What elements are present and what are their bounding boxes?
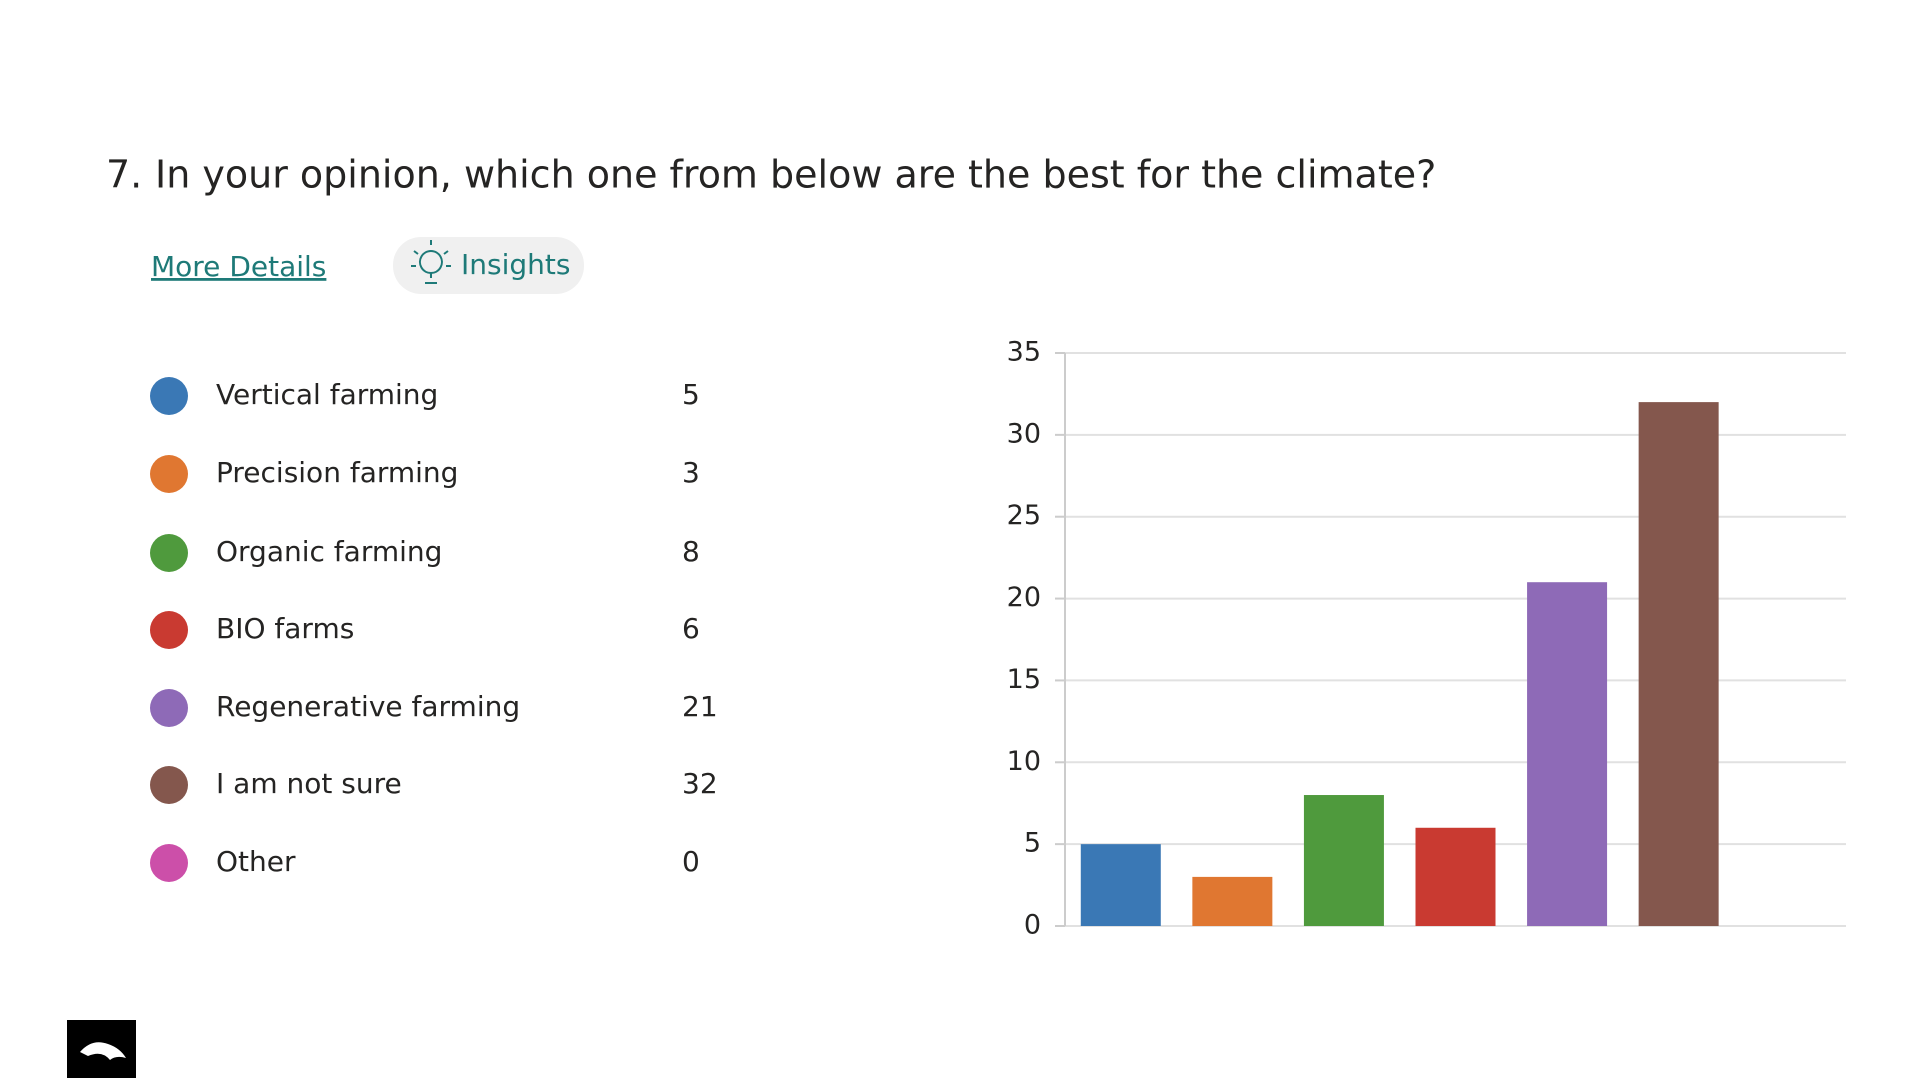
bar	[1080, 844, 1161, 926]
question-number: 7.	[106, 153, 142, 197]
insights-label[interactable]: Insights	[461, 248, 570, 281]
y-tick-label: 10	[1007, 746, 1041, 777]
response-count: 21	[682, 690, 718, 723]
bar	[1415, 827, 1496, 926]
legend-dot	[150, 611, 188, 649]
y-tick-label: 15	[1007, 664, 1041, 695]
insights-button[interactable]	[393, 237, 584, 294]
y-tick-label: 35	[1007, 337, 1041, 368]
y-tick-label: 25	[1007, 500, 1041, 531]
legend-label: I am not sure	[216, 767, 402, 800]
response-count: 3	[682, 456, 700, 489]
legend-dot	[150, 377, 188, 415]
legend-dot	[150, 766, 188, 804]
response-count: 8	[682, 535, 700, 568]
response-count: 32	[682, 767, 718, 800]
bar	[1527, 582, 1608, 926]
response-count: 5	[682, 378, 700, 411]
legend-label: Precision farming	[216, 456, 458, 489]
legend-dot	[150, 689, 188, 727]
legend-label: Other	[216, 845, 296, 878]
legend-dot	[150, 455, 188, 493]
y-tick-label: 20	[1007, 582, 1041, 613]
legend-label: Regenerative farming	[216, 690, 520, 723]
logo-mark	[80, 1042, 126, 1060]
legend-label: Vertical farming	[216, 378, 438, 411]
more-details-link[interactable]: More Details	[151, 250, 326, 283]
bar	[1192, 876, 1273, 926]
bar	[1303, 795, 1384, 926]
y-tick-label: 0	[1024, 910, 1041, 941]
bar	[1638, 402, 1719, 927]
legend-dot	[150, 534, 188, 572]
legend-label: BIO farms	[216, 612, 354, 645]
insights-icon	[411, 240, 451, 284]
question-text: In your opinion, which one from below ar…	[155, 153, 1436, 197]
legend-dot	[150, 844, 188, 882]
y-tick-label: 30	[1007, 418, 1041, 449]
response-count: 6	[682, 612, 700, 645]
response-count: 0	[682, 845, 700, 878]
legend-label: Organic farming	[216, 535, 442, 568]
y-tick-label: 5	[1024, 828, 1041, 859]
